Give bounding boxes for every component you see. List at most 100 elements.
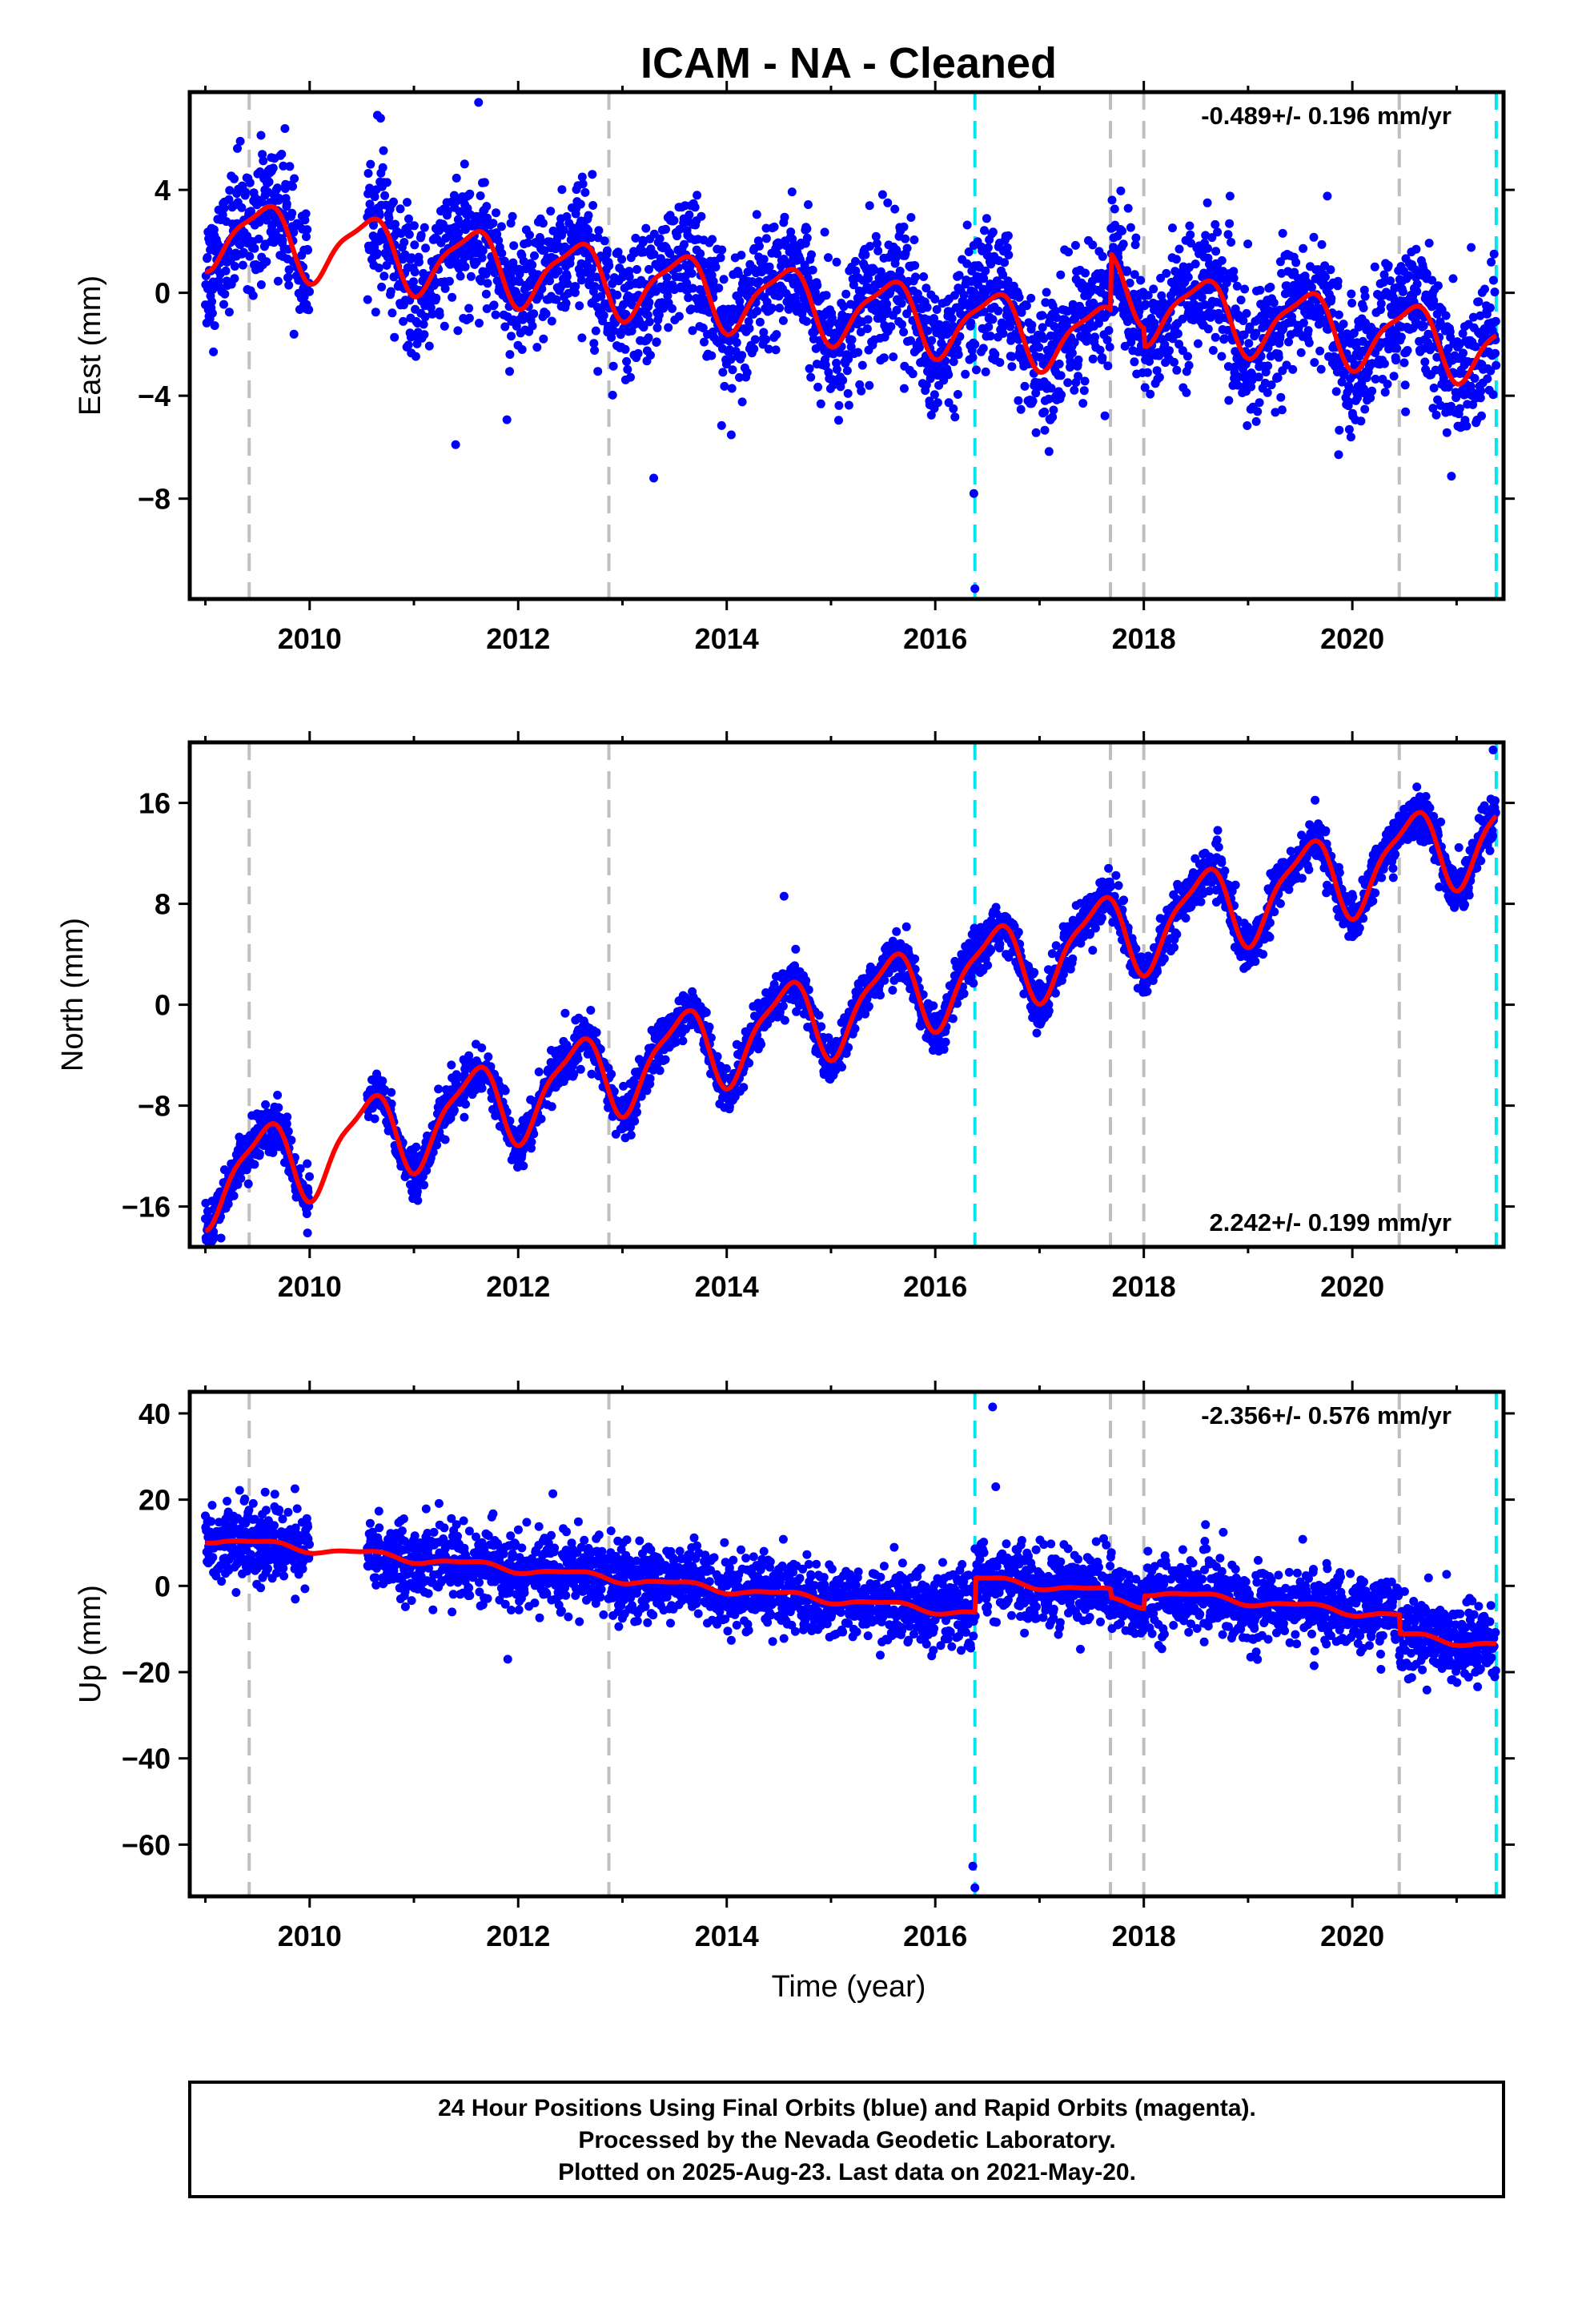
data-point <box>717 245 727 255</box>
data-point <box>696 249 705 259</box>
data-point <box>1042 287 1051 297</box>
data-point <box>1299 318 1308 328</box>
data-point <box>807 250 816 259</box>
data-point <box>382 260 391 270</box>
data-point <box>735 303 745 312</box>
data-point <box>1371 374 1380 384</box>
data-point <box>1370 262 1379 271</box>
data-point <box>906 213 916 222</box>
data-point <box>1040 407 1050 416</box>
data-point <box>1064 247 1073 257</box>
data-point <box>1404 271 1414 280</box>
data-point <box>1476 393 1485 403</box>
data-point <box>765 262 774 271</box>
data-point <box>1254 372 1263 382</box>
x-tick-label: 2010 <box>278 622 342 655</box>
data-point <box>403 198 412 207</box>
data-point <box>1383 261 1393 270</box>
data-point <box>644 298 654 308</box>
chart-title: ICAM - NA - Cleaned <box>640 39 1057 87</box>
data-point <box>1383 380 1392 389</box>
data-point <box>864 274 873 283</box>
data-point <box>961 369 970 379</box>
data-point <box>682 279 692 287</box>
data-point <box>1203 324 1213 334</box>
data-point <box>948 321 958 331</box>
data-point <box>1213 227 1223 237</box>
data-point <box>224 195 234 204</box>
data-point <box>477 253 487 263</box>
data-point <box>1433 281 1443 291</box>
data-point <box>1193 339 1203 348</box>
data-point <box>1118 239 1128 249</box>
data-point <box>1296 348 1306 357</box>
data-point <box>1220 334 1229 344</box>
data-point-outlier <box>474 98 484 107</box>
data-point <box>497 248 507 258</box>
data-point <box>1052 313 1062 323</box>
data-point <box>801 975 811 985</box>
data-point <box>956 309 966 319</box>
data-point <box>921 283 931 293</box>
data-point <box>528 260 537 270</box>
data-point <box>387 308 397 318</box>
data-point <box>717 420 726 430</box>
data-point <box>500 1086 510 1096</box>
data-point <box>447 1060 456 1070</box>
data-point <box>1321 272 1330 282</box>
data-point <box>970 340 980 349</box>
data-point <box>1049 405 1058 415</box>
data-point <box>290 174 299 183</box>
data-point <box>460 262 470 271</box>
data-point <box>259 156 268 166</box>
data-point <box>749 344 759 354</box>
data-point <box>1141 300 1150 309</box>
x-tick-label: 2020 <box>1320 622 1384 655</box>
data-point <box>576 199 585 209</box>
data-point <box>1269 298 1279 308</box>
data-point <box>662 273 672 282</box>
data-point <box>1251 416 1261 426</box>
data-point <box>639 323 648 332</box>
data-point <box>816 399 825 408</box>
data-point <box>902 243 912 253</box>
data-point <box>500 322 510 332</box>
data-point <box>630 248 640 258</box>
data-point <box>1419 321 1428 331</box>
data-point <box>767 304 777 313</box>
data-point <box>399 316 408 326</box>
data-point <box>404 230 414 239</box>
data-point <box>477 1043 487 1052</box>
data-point <box>617 255 627 264</box>
data-point <box>256 280 266 289</box>
data-point <box>643 310 652 320</box>
data-point <box>719 275 729 284</box>
data-point <box>1186 239 1195 248</box>
data-point <box>207 297 217 307</box>
data-point <box>1102 336 1112 345</box>
data-point <box>1400 380 1410 390</box>
data-point <box>416 231 426 240</box>
data-point <box>1026 293 1036 303</box>
data-point <box>587 264 596 274</box>
data-point <box>959 291 969 300</box>
data-point <box>1056 270 1066 279</box>
x-tick-label: 2018 <box>1112 622 1176 655</box>
data-point <box>1354 322 1363 332</box>
data-point <box>590 346 600 355</box>
data-point <box>791 944 801 954</box>
data-point <box>663 291 673 300</box>
data-point <box>802 224 812 234</box>
data-point <box>1412 279 1422 289</box>
data-point <box>515 277 524 287</box>
data-point <box>901 234 910 243</box>
data-point <box>273 183 283 193</box>
data-point <box>1095 345 1105 355</box>
data-point <box>391 219 400 229</box>
data-point <box>428 1148 438 1157</box>
data-point <box>1251 328 1261 338</box>
data-point <box>413 1196 423 1205</box>
data-point <box>745 324 754 333</box>
data-point <box>844 400 853 410</box>
data-point <box>1130 357 1139 367</box>
